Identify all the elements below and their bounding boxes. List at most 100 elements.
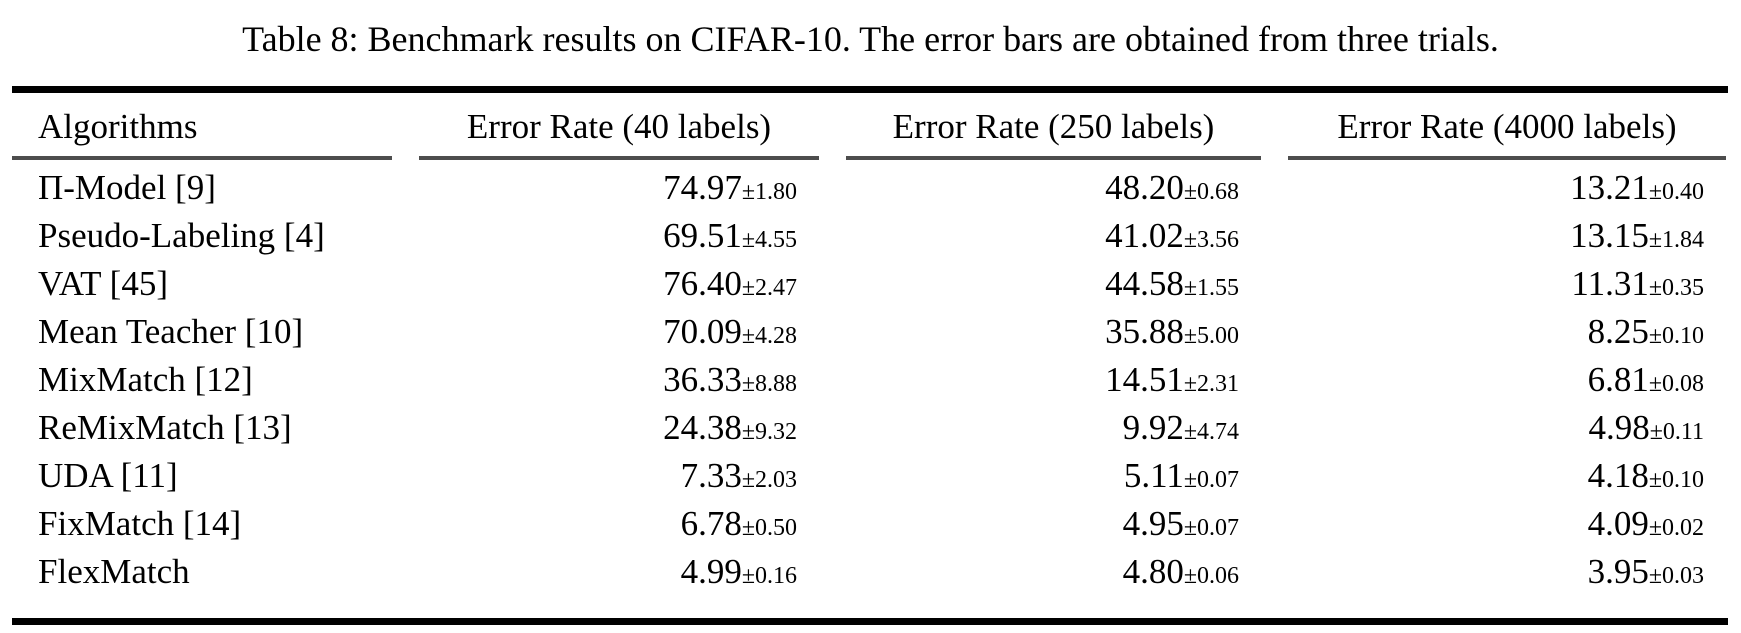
table-row: Pseudo-Labeling [4] 69.51±4.55 41.02±3.5… [12, 214, 1726, 262]
error-value: 4.09 [1587, 504, 1649, 543]
error-margin: ±1.80 [741, 179, 797, 205]
error-value: 13.21 [1570, 168, 1649, 207]
algorithm-cell: Π-Model [9] [38, 168, 216, 207]
error-4000-cell: 4.98±0.11 [1288, 406, 1726, 454]
error-40-cell: 69.51±4.55 [419, 214, 819, 262]
column-header-algorithms: Algorithms [12, 93, 392, 160]
error-40-cell: 70.09±4.28 [419, 310, 819, 358]
column-header-error-4000: Error Rate (4000 labels) [1288, 93, 1726, 160]
error-250-cell: 48.20±0.68 [846, 166, 1261, 214]
error-margin: ±0.35 [1648, 275, 1704, 301]
error-value: 76.40 [663, 264, 742, 303]
algorithm-cell: FixMatch [14] [38, 504, 242, 543]
error-value: 35.88 [1105, 312, 1184, 351]
algorithm-cell: FlexMatch [38, 552, 190, 591]
table-row: UDA [11] 7.33±2.03 5.11±0.07 4.18±0.10 [12, 454, 1726, 502]
error-250-cell: 14.51±2.31 [846, 358, 1261, 406]
error-40-cell: 7.33±2.03 [419, 454, 819, 502]
error-margin: ±0.06 [1183, 563, 1239, 589]
error-margin: ±4.28 [741, 323, 797, 349]
error-margin: ±2.31 [1183, 371, 1239, 397]
error-value: 11.31 [1571, 264, 1649, 303]
error-value: 5.11 [1123, 456, 1184, 495]
error-250-cell: 35.88±5.00 [846, 310, 1261, 358]
error-250-cell: 9.92±4.74 [846, 406, 1261, 454]
error-margin: ±0.10 [1648, 467, 1704, 493]
table-row: MixMatch [12] 36.33±8.88 14.51±2.31 6.81… [12, 358, 1726, 406]
error-250-cell: 5.11±0.07 [846, 454, 1261, 502]
error-margin: ±8.88 [741, 371, 797, 397]
error-value: 70.09 [663, 312, 742, 351]
table-bottom-rule [12, 618, 1728, 625]
error-margin: ±4.55 [741, 227, 797, 253]
table-row: Π-Model [9] 74.97±1.80 48.20±0.68 13.21±… [12, 166, 1726, 214]
error-margin: ±0.07 [1183, 467, 1239, 493]
error-value: 4.98 [1588, 408, 1650, 447]
error-4000-cell: 13.21±0.40 [1288, 166, 1726, 214]
error-4000-cell: 4.18±0.10 [1288, 454, 1726, 502]
error-margin: ±0.68 [1183, 179, 1239, 205]
error-250-cell: 44.58±1.55 [846, 262, 1261, 310]
error-margin: ±0.50 [741, 515, 797, 541]
header-row: Algorithms Error Rate (40 labels) Error … [12, 93, 1726, 160]
error-4000-cell: 11.31±0.35 [1288, 262, 1726, 310]
table-body: Π-Model [9] 74.97±1.80 48.20±0.68 13.21±… [0, 160, 1741, 602]
table-row: FlexMatch 4.99±0.16 4.80±0.06 3.95±0.03 [12, 550, 1726, 598]
algorithm-cell: VAT [45] [38, 264, 168, 303]
error-value: 3.95 [1587, 552, 1649, 591]
error-40-cell: 24.38±9.32 [419, 406, 819, 454]
error-margin: ±2.47 [741, 275, 797, 301]
algorithm-cell: MixMatch [12] [38, 360, 253, 399]
error-250-cell: 4.95±0.07 [846, 502, 1261, 550]
error-value: 8.25 [1587, 312, 1649, 351]
error-margin: ±4.74 [1183, 419, 1239, 445]
error-value: 4.99 [680, 552, 742, 591]
error-value: 13.15 [1570, 216, 1649, 255]
error-4000-cell: 13.15±1.84 [1288, 214, 1726, 262]
error-margin: ±9.32 [741, 419, 797, 445]
error-value: 14.51 [1105, 360, 1184, 399]
error-margin: ±3.56 [1183, 227, 1239, 253]
error-value: 7.33 [680, 456, 742, 495]
error-250-cell: 41.02±3.56 [846, 214, 1261, 262]
error-margin: ±0.08 [1648, 371, 1704, 397]
error-4000-cell: 8.25±0.10 [1288, 310, 1726, 358]
figure-caption: Table 8: Benchmark results on CIFAR-10. … [242, 19, 1499, 59]
algorithm-cell: ReMixMatch [13] [38, 408, 292, 447]
error-value: 36.33 [663, 360, 742, 399]
algorithm-cell: Mean Teacher [10] [38, 312, 304, 351]
error-40-cell: 76.40±2.47 [419, 262, 819, 310]
error-value: 6.81 [1587, 360, 1649, 399]
error-margin: ±0.10 [1648, 323, 1704, 349]
error-40-cell: 74.97±1.80 [419, 166, 819, 214]
error-value: 41.02 [1105, 216, 1184, 255]
column-header-error-250: Error Rate (250 labels) [846, 93, 1261, 160]
error-margin: ±2.03 [741, 467, 797, 493]
error-40-cell: 4.99±0.16 [419, 550, 819, 598]
algorithm-cell: Pseudo-Labeling [4] [38, 216, 325, 255]
error-value: 4.80 [1122, 552, 1184, 591]
error-value: 69.51 [663, 216, 742, 255]
error-margin: ±0.07 [1183, 515, 1239, 541]
error-margin: ±0.16 [741, 563, 797, 589]
error-4000-cell: 4.09±0.02 [1288, 502, 1726, 550]
algorithm-cell: UDA [11] [38, 456, 178, 495]
error-value: 24.38 [663, 408, 742, 447]
error-40-cell: 6.78±0.50 [419, 502, 819, 550]
error-margin: ±1.84 [1648, 227, 1704, 253]
error-margin: ±0.11 [1649, 419, 1704, 445]
table-row: VAT [45] 76.40±2.47 44.58±1.55 11.31±0.3… [12, 262, 1726, 310]
error-value: 6.78 [680, 504, 742, 543]
table-row: Mean Teacher [10] 70.09±4.28 35.88±5.00 … [12, 310, 1726, 358]
table-row: ReMixMatch [13] 24.38±9.32 9.92±4.74 4.9… [12, 406, 1726, 454]
error-margin: ±0.40 [1648, 179, 1704, 205]
error-4000-cell: 6.81±0.08 [1288, 358, 1726, 406]
error-margin: ±5.00 [1183, 323, 1239, 349]
column-header-error-40: Error Rate (40 labels) [419, 93, 819, 160]
table-row: FixMatch [14] 6.78±0.50 4.95±0.07 4.09±0… [12, 502, 1726, 550]
error-40-cell: 36.33±8.88 [419, 358, 819, 406]
table-top-rule [12, 86, 1728, 93]
error-value: 4.95 [1122, 504, 1184, 543]
error-margin: ±0.02 [1648, 515, 1704, 541]
